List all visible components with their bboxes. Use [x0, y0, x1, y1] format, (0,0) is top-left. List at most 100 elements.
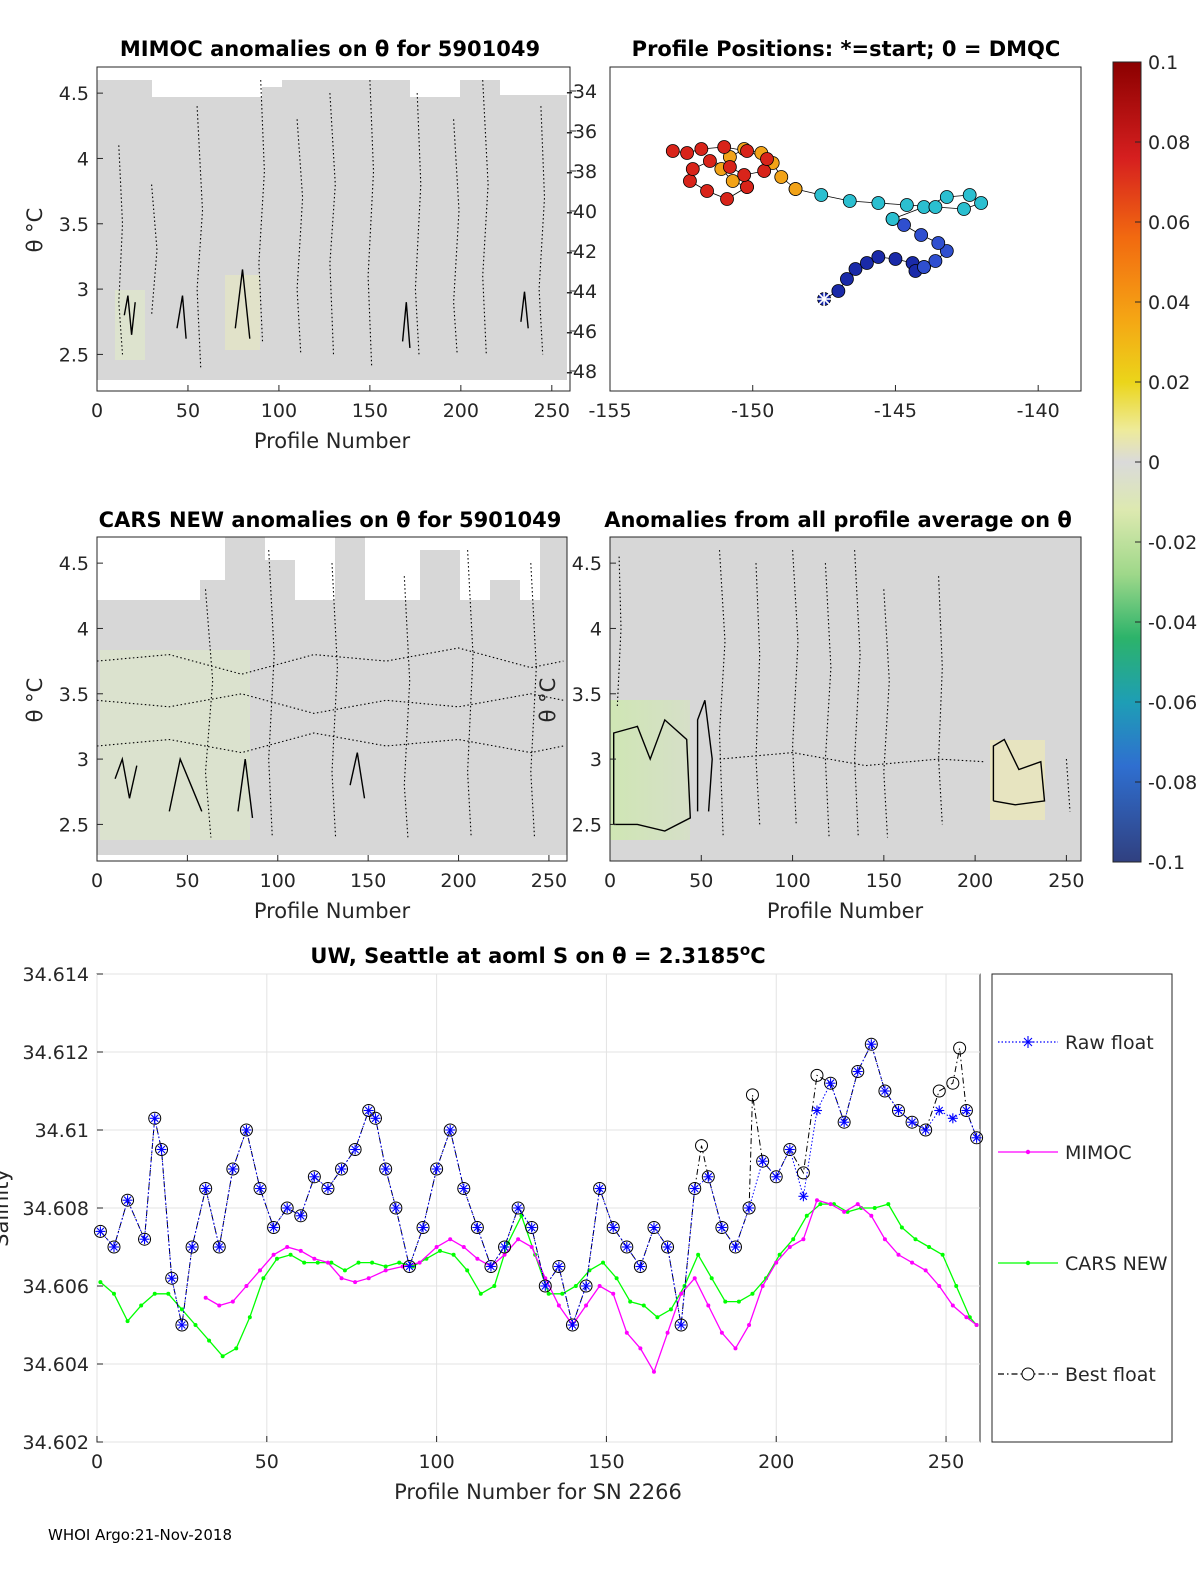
best-float-point — [701, 1170, 715, 1184]
mimoc-point — [502, 1252, 507, 1257]
raw-float-point — [139, 1234, 150, 1245]
cars-ytick-label: 2.5 — [59, 814, 89, 836]
cars-new-point — [954, 1284, 959, 1288]
cars-anomaly-field — [540, 537, 567, 600]
mimoc-contour-dotted — [258, 80, 265, 342]
raw-float-point — [227, 1164, 238, 1174]
raw-float-point — [893, 1105, 904, 1116]
raw-float-point — [689, 1183, 700, 1194]
raw-float-star-stroke — [351, 1145, 359, 1154]
mimoc-point — [937, 1284, 942, 1288]
raw-float-point — [309, 1171, 320, 1182]
map-profile-point — [757, 164, 772, 178]
avg-contour-dotted — [854, 550, 861, 838]
raw-float-point — [920, 1125, 931, 1135]
best-float-point — [239, 1123, 253, 1137]
raw-float-point — [703, 1171, 714, 1182]
avg-contour-solid — [613, 718, 692, 832]
raw-float-point — [295, 1210, 306, 1221]
raw-float-star-stroke — [799, 1192, 808, 1201]
map-xtick-label: -145 — [874, 400, 917, 422]
raw-float-star-stroke — [167, 1274, 176, 1283]
raw-float-star-stroke — [364, 1106, 373, 1115]
avg-contour-dotted — [755, 563, 761, 825]
best-float-point — [121, 1193, 135, 1207]
raw-float-star-stroke — [157, 1145, 166, 1154]
mimoc-point — [842, 1209, 847, 1214]
avg-xtick-label: 200 — [957, 870, 993, 892]
avg-contour-dotted — [719, 752, 985, 767]
salinity-legend: Raw float MIMOC CARS NEW Best float — [991, 973, 1173, 1443]
best-float-point — [155, 1143, 169, 1156]
map-ytick-label: -38 — [566, 161, 597, 183]
cars-new-point — [546, 1291, 551, 1296]
raw-float-point — [350, 1144, 361, 1155]
raw-float-star-stroke — [785, 1145, 794, 1154]
mimoc-point — [651, 1369, 656, 1374]
mimoc-nodata-top — [262, 67, 282, 87]
mimoc-xtick-label: 50 — [176, 400, 200, 422]
cars-new-point — [709, 1276, 714, 1281]
best-float-point — [919, 1123, 933, 1137]
avg-xtick-label: 150 — [866, 870, 902, 892]
legend-label: Best float — [1065, 1364, 1156, 1386]
cars-new-point — [207, 1338, 212, 1343]
mimoc-contour-solid — [176, 295, 187, 339]
mimoc-point — [801, 1237, 806, 1242]
avg-contour-dotted — [718, 550, 726, 838]
mimoc-xtick-label: 250 — [534, 400, 570, 422]
mimoc-point — [828, 1202, 833, 1207]
best-float-point — [280, 1201, 294, 1215]
cars-new-point — [274, 1256, 279, 1261]
raw-float-point — [676, 1320, 687, 1330]
cars-anomaly-field — [420, 550, 460, 600]
raw-float-star-stroke — [881, 1087, 889, 1095]
cars-new-point — [261, 1276, 266, 1281]
raw-float-point — [961, 1105, 972, 1116]
cars-new-point — [614, 1276, 619, 1281]
cars-anomaly-field — [200, 580, 230, 600]
cars-new-point — [940, 1252, 945, 1257]
cars-new-point — [315, 1260, 320, 1265]
salinity-xtick-label: 250 — [928, 1451, 964, 1473]
legend-label: Raw float — [1065, 1032, 1154, 1054]
raw-float-star-stroke — [622, 1243, 631, 1251]
best-float-point — [674, 1318, 688, 1332]
map-profile-point — [700, 184, 714, 198]
cars-new-point — [451, 1252, 456, 1257]
cars-xtick-label: 250 — [531, 870, 567, 892]
mimoc-point — [203, 1295, 208, 1300]
mimoc-nodata-top — [500, 67, 567, 95]
map-profile-point — [703, 154, 717, 168]
legend-item: MIMOC — [998, 1142, 1132, 1164]
mimoc-point — [974, 1323, 979, 1327]
cars-new-point — [899, 1225, 904, 1230]
raw-float-point — [581, 1281, 592, 1291]
best-float-point — [294, 1209, 308, 1223]
raw-float-star-stroke — [487, 1262, 495, 1271]
best-float-line — [100, 1042, 978, 1327]
raw-float-star-stroke — [568, 1321, 577, 1329]
cars-new-point — [628, 1299, 633, 1304]
raw-float-point — [567, 1320, 578, 1330]
best-float-point — [796, 1166, 810, 1180]
mimoc-ytick-label: 2.5 — [59, 344, 89, 366]
cars-new-point — [655, 1315, 660, 1320]
mimoc-point — [679, 1291, 684, 1296]
map-xtick-label: -140 — [1017, 400, 1060, 422]
raw-float-star-stroke — [935, 1106, 944, 1115]
best-float-point — [321, 1182, 335, 1195]
avg-contour-dotted — [616, 556, 622, 707]
raw-float-star-stroke — [432, 1165, 441, 1173]
map-profile-point — [725, 174, 740, 188]
map-profile-point — [899, 198, 914, 212]
map-profile-point — [917, 260, 931, 274]
raw-float-point — [156, 1144, 167, 1155]
cars-new-point — [777, 1252, 782, 1257]
legend-marker — [1023, 1037, 1033, 1047]
map-profile-point — [683, 174, 697, 188]
map-profile-point — [871, 196, 886, 210]
map-profile-point — [885, 212, 900, 226]
mimoc-point — [733, 1346, 738, 1351]
